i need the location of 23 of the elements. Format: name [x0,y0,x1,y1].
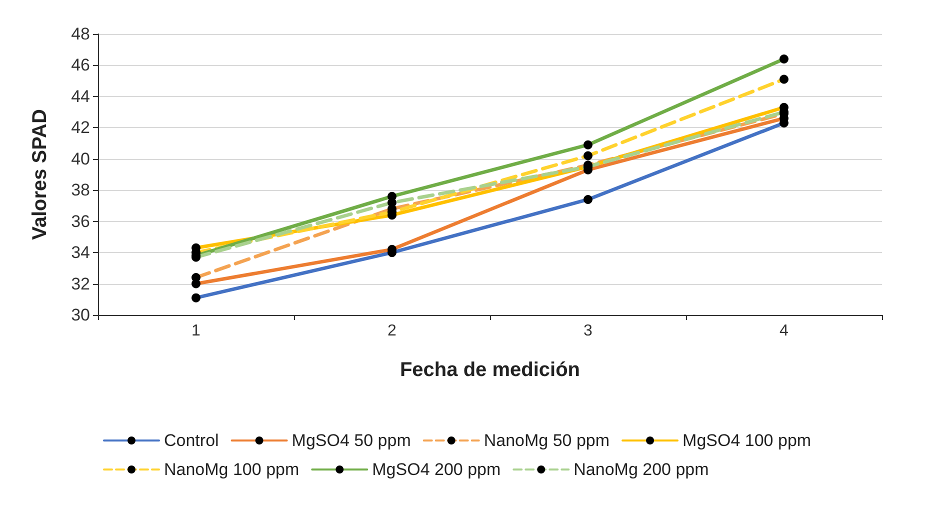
legend-label: MgSO4 50 ppm [292,431,411,450]
y-tick-label: 42 [71,118,90,138]
x-tick-label: 1 [192,322,201,340]
legend-label: NanoMg 200 ppm [574,460,709,479]
y-tick-label: 46 [71,56,90,75]
legend-label: NanoMg 50 ppm [484,431,610,450]
y-tick-label: 30 [71,306,90,324]
y-axis-title: Valores SPAD [29,109,51,240]
x-tick-label: 4 [780,322,789,340]
y-tick-label: 38 [71,180,90,200]
x-axis-title: Fecha de medición [400,359,580,381]
y-tick-label: 44 [71,86,90,106]
y-tick-label: 40 [71,149,90,168]
y-tick-label: 32 [71,274,90,294]
y-tick-label: 36 [71,212,90,231]
legend-label: MgSO4 100 ppm [682,431,812,450]
x-tick-label: 2 [388,322,397,340]
legend-label: MgSO4 200 ppm [372,460,501,479]
y-tick-label: 34 [71,243,90,262]
y-tick-label: 48 [71,24,90,44]
legend-label: Control [164,431,219,450]
legend-label: NanoMg 100 ppm [164,460,300,479]
x-tick-label: 3 [584,322,593,340]
